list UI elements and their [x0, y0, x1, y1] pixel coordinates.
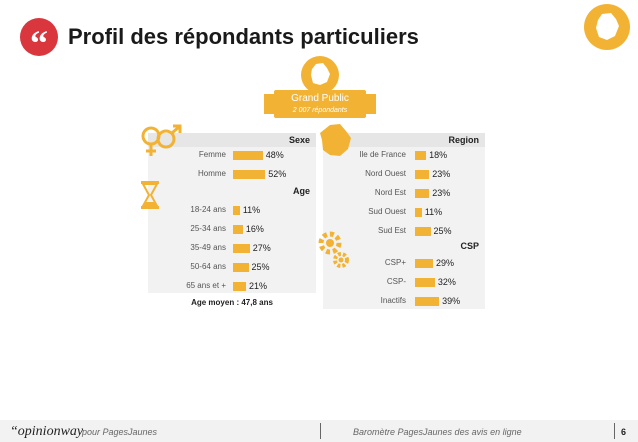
- page-title: Profil des répondants particuliers: [68, 24, 419, 49]
- age-category-label: 35-49 ans: [190, 243, 226, 252]
- csp-value-label: 39%: [442, 296, 461, 306]
- region-value-label: 18%: [429, 150, 448, 160]
- age-category-label: 18-24 ans: [190, 205, 226, 214]
- csp-category-label: CSP+: [384, 258, 406, 267]
- age-bar: [233, 225, 243, 234]
- sexe-bar: [233, 170, 266, 179]
- region-category-label: Sud Ouest: [368, 207, 406, 216]
- age-header: Age: [292, 186, 310, 196]
- opinionway-logo: “opinionway: [10, 424, 84, 439]
- region-value-label: 23%: [432, 188, 451, 198]
- region-value-label: 11%: [424, 207, 443, 217]
- region-header: Region: [323, 133, 485, 147]
- csp-value-label: 32%: [437, 277, 456, 287]
- age-value-label: 21%: [249, 281, 268, 291]
- grand-public-map-icon: [301, 56, 339, 94]
- csp-value-label: 29%: [435, 258, 454, 268]
- csp-category-label: CSP-: [386, 277, 406, 286]
- sexe-value-label: 48%: [265, 150, 284, 160]
- quote-icon: “: [20, 18, 58, 63]
- footer-bar: [0, 420, 638, 442]
- age-value-label: 27%: [252, 243, 271, 253]
- csp-header: CSP: [460, 241, 479, 251]
- region-category-label: Ile de France: [359, 150, 406, 159]
- right-panel: [323, 133, 485, 309]
- ribbon-title: Grand Public: [291, 93, 349, 104]
- gears-icon: [318, 231, 349, 268]
- footer-client: pour PagesJaunes: [82, 427, 158, 437]
- grand-public-ribbon: Grand Public 2 007 répondants: [274, 90, 366, 118]
- footer-study-title: Baromètre PagesJaunes des avis en ligne: [353, 427, 522, 437]
- sexe-category-label: Femme: [198, 150, 226, 159]
- region-bar: [415, 208, 422, 217]
- age-category-label: 50-64 ans: [190, 262, 226, 271]
- region-category-label: Nord Est: [374, 188, 406, 197]
- footer-separator-right: [614, 423, 615, 439]
- sexe-bar: [233, 151, 263, 160]
- ribbon-tail-left: [264, 94, 276, 114]
- region-category-label: Nord Ouest: [365, 169, 406, 178]
- region-bar: [415, 170, 430, 179]
- csp-bar: [415, 297, 440, 306]
- age-average-note: Age moyen : 47,8 ans: [191, 298, 273, 307]
- france-map-icon: [320, 124, 351, 156]
- age-category-label: 65 ans et +: [186, 281, 226, 290]
- csp-bar: [415, 278, 435, 287]
- gender-icon: [141, 124, 182, 156]
- age-bar: [233, 263, 249, 272]
- left-panel: [148, 133, 316, 293]
- ribbon-subtitle: 2 007 répondants: [292, 107, 348, 114]
- age-value-label: 25%: [251, 262, 270, 272]
- csp-bar: [415, 259, 433, 268]
- region-bar: [415, 227, 431, 236]
- page-number: 6: [621, 427, 627, 437]
- sexe-header: Sexe: [148, 133, 316, 147]
- sexe-category-label: Homme: [197, 169, 226, 178]
- hourglass-icon: [141, 181, 159, 209]
- region-bar: [415, 151, 427, 160]
- age-bar: [233, 244, 250, 253]
- age-category-label: 25-34 ans: [190, 224, 226, 233]
- ribbon-tail-right: [364, 94, 376, 114]
- age-bar: [233, 282, 247, 291]
- region-bar: [415, 189, 430, 198]
- csp-category-label: Inactifs: [380, 296, 406, 305]
- sexe-value-label: 52%: [268, 169, 287, 179]
- age-bar: [233, 206, 240, 215]
- france-badge-icon: [584, 4, 630, 50]
- region-value-label: 23%: [432, 169, 451, 179]
- region-category-label: Sud Est: [377, 226, 406, 235]
- region-value-label: 25%: [433, 226, 452, 236]
- age-value-label: 16%: [245, 224, 264, 234]
- age-value-label: 11%: [242, 205, 261, 215]
- footer-separator: [320, 423, 321, 439]
